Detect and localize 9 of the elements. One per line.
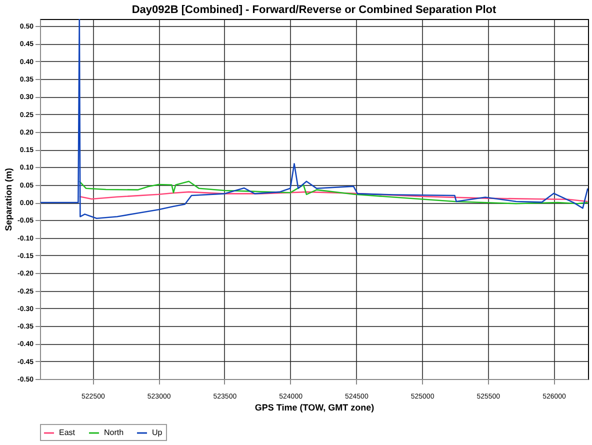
line-series: [78, 191, 588, 202]
chart-title: Day092B [Combined] - Forward/Reverse or Combined Separation Plot: [132, 4, 496, 16]
legend-label: Up: [152, 428, 163, 437]
line-series: [78, 180, 588, 204]
legend-label: East: [59, 428, 76, 437]
legend-label: North: [104, 428, 124, 437]
line-series: [40, 19, 588, 220]
y-axis-title: Separation (m): [4, 168, 14, 232]
x-axis-title: GPS Time (TOW, GMT zone): [254, 402, 374, 412]
